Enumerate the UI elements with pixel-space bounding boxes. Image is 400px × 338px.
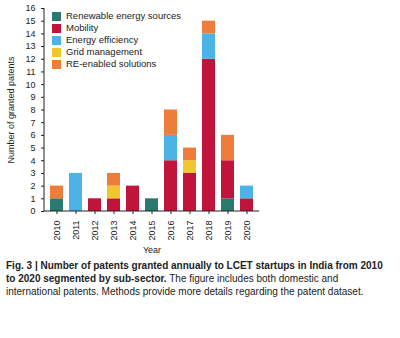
html-text:Fig. 3 | Number of patents gra: Fig. 3 | Number of patents granted annua… — [6, 260, 383, 297]
svg-text:13: 13 — [25, 41, 35, 51]
svg-text:2012: 2012 — [90, 221, 100, 241]
svg-text:1: 1 — [30, 194, 35, 204]
svg-text:6: 6 — [30, 130, 35, 140]
html-text:Energy efficiency: Energy efficiency — [66, 34, 139, 45]
svg-text:2014: 2014 — [128, 221, 138, 241]
html-text:Mobility: Mobility — [66, 22, 99, 33]
svg-text:12: 12 — [25, 54, 35, 64]
svg-text:2016: 2016 — [166, 221, 176, 241]
svg-text:11: 11 — [26, 67, 35, 77]
svg-text:2010: 2010 — [52, 221, 62, 241]
svg-text:2018: 2018 — [204, 221, 214, 241]
svg-text:2020: 2020 — [242, 221, 252, 241]
svg-text:0: 0 — [30, 206, 35, 216]
svg-text:Number of granted patents: Number of granted patents — [6, 56, 16, 164]
svg-text:2: 2 — [30, 181, 35, 191]
svg-text:2011: 2011 — [71, 221, 81, 240]
svg-text:2017: 2017 — [185, 221, 195, 241]
svg-text:2015: 2015 — [147, 221, 157, 241]
html-text:RE-enabled solutions: RE-enabled solutions — [66, 58, 157, 69]
svg-text:5: 5 — [30, 143, 35, 153]
svg-text:15: 15 — [25, 16, 35, 26]
svg-text:9: 9 — [30, 92, 35, 102]
svg-text:7: 7 — [30, 118, 35, 128]
html-text:Grid management: Grid management — [66, 46, 142, 57]
svg-text:16: 16 — [25, 3, 35, 13]
svg-text:2013: 2013 — [109, 221, 119, 241]
svg-text:8: 8 — [30, 105, 35, 115]
svg-text:4: 4 — [30, 156, 35, 166]
svg-text:Year: Year — [143, 245, 161, 255]
svg-text:3: 3 — [30, 168, 35, 178]
svg-text:2019: 2019 — [223, 221, 233, 241]
svg-text:14: 14 — [25, 29, 35, 39]
svg-text:10: 10 — [25, 80, 35, 90]
html-text:Renewable energy sources: Renewable energy sources — [66, 10, 182, 21]
